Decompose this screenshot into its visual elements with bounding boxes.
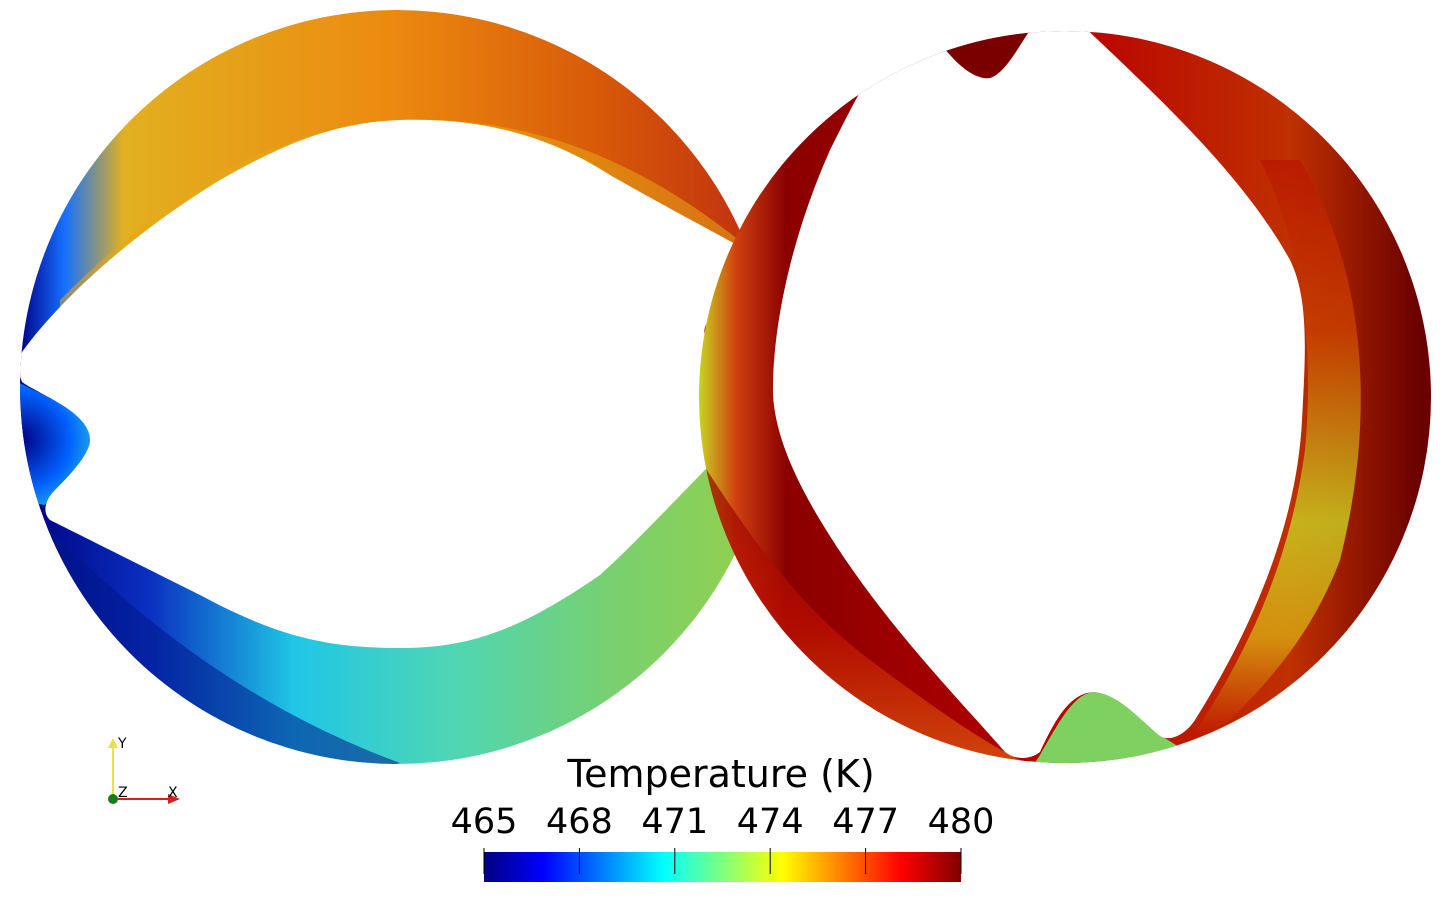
legend-tick-label: 468 xyxy=(546,802,613,842)
legend-tick-label: 465 xyxy=(451,802,518,842)
orientation-axes: Y Z X xyxy=(108,736,180,804)
z-axis-dot xyxy=(108,794,118,804)
x-axis-arrowhead xyxy=(168,794,180,804)
x-axis-label: X xyxy=(168,785,178,801)
right-rotor-chamber xyxy=(699,31,1431,763)
y-axis-label: Y xyxy=(117,736,127,752)
left-rotor-chamber xyxy=(20,10,774,764)
legend-colorbar xyxy=(484,852,961,882)
legend-tick-label: 474 xyxy=(737,802,804,842)
legend-tick-label: 471 xyxy=(641,802,708,842)
legend-tick-label: 477 xyxy=(832,802,899,842)
legend-ticks: 465 468 471 474 477 480 xyxy=(451,802,995,874)
legend-tick-label: 480 xyxy=(928,802,995,842)
legend-title: Temperature (K) xyxy=(566,752,874,796)
y-axis-arrowhead xyxy=(108,738,118,748)
z-axis-label: Z xyxy=(118,785,128,801)
color-legend: Temperature (K) 465 468 471 474 477 480 xyxy=(451,752,995,882)
